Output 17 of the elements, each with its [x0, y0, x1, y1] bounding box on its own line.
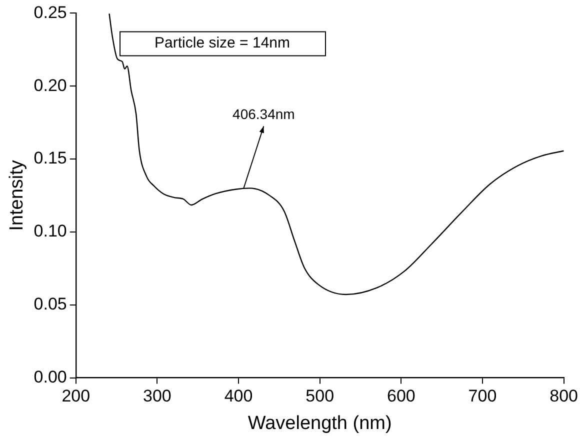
y-tick-label: 0.10 [34, 222, 67, 241]
x-tick-label: 600 [386, 386, 416, 406]
y-tick-label: 0.05 [34, 294, 67, 314]
annotation: Particle size = 14nm [154, 34, 290, 52]
y-tick-label: 0.00 [34, 367, 67, 386]
y-tick-label: 0.25 [34, 2, 67, 22]
x-tick-label: 300 [143, 386, 172, 406]
x-tick-label: 200 [62, 386, 90, 406]
y-axis-title: Intensity [6, 160, 28, 231]
y-tick-label: 0.15 [34, 148, 67, 168]
x-axis-title: Wavelength (nm) [248, 412, 392, 434]
x-tick-label: 400 [224, 386, 253, 406]
x-tick-label: 800 [550, 386, 578, 406]
x-tick-label: 700 [468, 386, 497, 406]
annotation: 406.34nm [232, 106, 295, 122]
y-tick-label: 0.20 [34, 76, 67, 95]
x-tick-label: 500 [306, 386, 334, 406]
